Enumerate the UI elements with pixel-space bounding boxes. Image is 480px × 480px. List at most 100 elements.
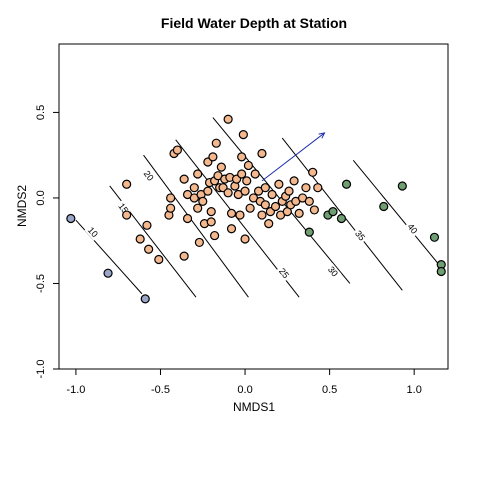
data-point — [240, 234, 250, 244]
x-tick-label: -1.0 — [66, 384, 85, 396]
contour-label: 25 — [277, 266, 291, 280]
data-point — [198, 196, 208, 206]
data-point — [206, 217, 216, 227]
data-point — [193, 169, 203, 179]
y-tick-label: 0.0 — [35, 190, 47, 205]
data-point — [166, 193, 176, 203]
data-point — [284, 186, 294, 196]
y-tick-label: -0.5 — [35, 274, 47, 293]
x-tick-label: 0.0 — [237, 384, 252, 396]
contour-label: 35 — [353, 229, 367, 243]
x-axis-label: NMDS1 — [233, 400, 275, 414]
data-point — [208, 152, 218, 162]
contour-label-mask — [404, 220, 421, 238]
data-point — [235, 210, 245, 220]
data-point — [243, 160, 254, 171]
y-axis-label: NMDS2 — [15, 185, 29, 227]
data-point — [210, 230, 220, 241]
chart-title: Field Water Depth at Station — [161, 15, 347, 31]
y-axis: -1.0 -0.5 0.0 0.5 — [35, 105, 60, 379]
data-point — [122, 179, 132, 189]
data-point — [237, 152, 247, 162]
data-point — [304, 227, 314, 237]
data-point — [267, 189, 277, 200]
contour-label-mask — [140, 167, 157, 185]
contour-line-40 — [352, 159, 446, 272]
data-point — [144, 244, 154, 254]
y-tick-label: -1.0 — [35, 360, 47, 379]
data-point — [250, 169, 260, 179]
data-point — [226, 208, 237, 218]
data-point — [223, 114, 233, 124]
data-point — [270, 201, 281, 212]
data-point — [238, 130, 248, 140]
data-point — [341, 179, 352, 189]
data-point — [257, 210, 267, 220]
data-point — [211, 138, 221, 148]
x-axis: -1.0 -0.5 0.0 0.5 1.0 — [66, 368, 422, 396]
data-point — [289, 176, 299, 186]
data-point — [223, 188, 233, 198]
data-point — [309, 205, 319, 215]
vector-arrow — [261, 132, 326, 182]
data-point — [66, 213, 76, 224]
contour-label-mask — [351, 226, 369, 245]
vector-arrowhead — [318, 132, 326, 139]
data-point — [226, 224, 237, 234]
data-point — [193, 203, 203, 213]
data-point — [216, 162, 226, 172]
data-point — [308, 167, 318, 177]
data-point — [328, 207, 338, 217]
data-point — [260, 200, 270, 210]
x-tick-label: 0.5 — [322, 384, 337, 396]
data-point — [245, 203, 255, 213]
data-point — [274, 179, 284, 189]
contour-label: 30 — [326, 264, 340, 278]
contour-label-mask — [324, 262, 342, 281]
data-point — [172, 145, 182, 155]
data-point — [240, 186, 250, 196]
data-points — [66, 114, 446, 304]
data-point — [304, 196, 314, 206]
data-point — [203, 186, 213, 196]
data-point — [260, 183, 270, 193]
data-point — [122, 210, 132, 220]
data-point — [140, 294, 150, 304]
y-tick-label: 0.5 — [35, 105, 47, 120]
data-point — [397, 181, 407, 191]
data-point — [166, 203, 176, 213]
data-point — [301, 183, 311, 193]
contour-line-20 — [143, 154, 249, 298]
data-point — [313, 183, 323, 193]
data-point — [294, 208, 304, 218]
data-point — [154, 254, 164, 265]
data-point — [182, 213, 193, 224]
data-point — [336, 213, 347, 224]
data-point — [264, 219, 274, 229]
vector-shaft — [261, 132, 325, 182]
x-tick-label: -0.5 — [151, 384, 170, 396]
data-point — [179, 174, 189, 184]
data-point — [142, 220, 152, 230]
data-point — [179, 251, 189, 261]
contour-label: 10 — [86, 225, 100, 239]
data-point — [257, 148, 267, 159]
data-point — [194, 237, 204, 248]
contour-label: 20 — [142, 169, 156, 183]
data-point — [436, 266, 446, 277]
contour-label-mask — [275, 264, 293, 282]
contour-label-mask — [84, 223, 102, 241]
data-point — [103, 268, 113, 278]
data-point — [429, 232, 440, 242]
data-point — [135, 234, 145, 244]
data-point — [189, 183, 199, 193]
data-point — [206, 207, 216, 217]
data-point — [379, 201, 389, 212]
data-point — [242, 176, 252, 186]
x-tick-label: 1.0 — [407, 384, 422, 396]
contour-label: 40 — [405, 222, 419, 236]
data-point — [237, 169, 247, 179]
